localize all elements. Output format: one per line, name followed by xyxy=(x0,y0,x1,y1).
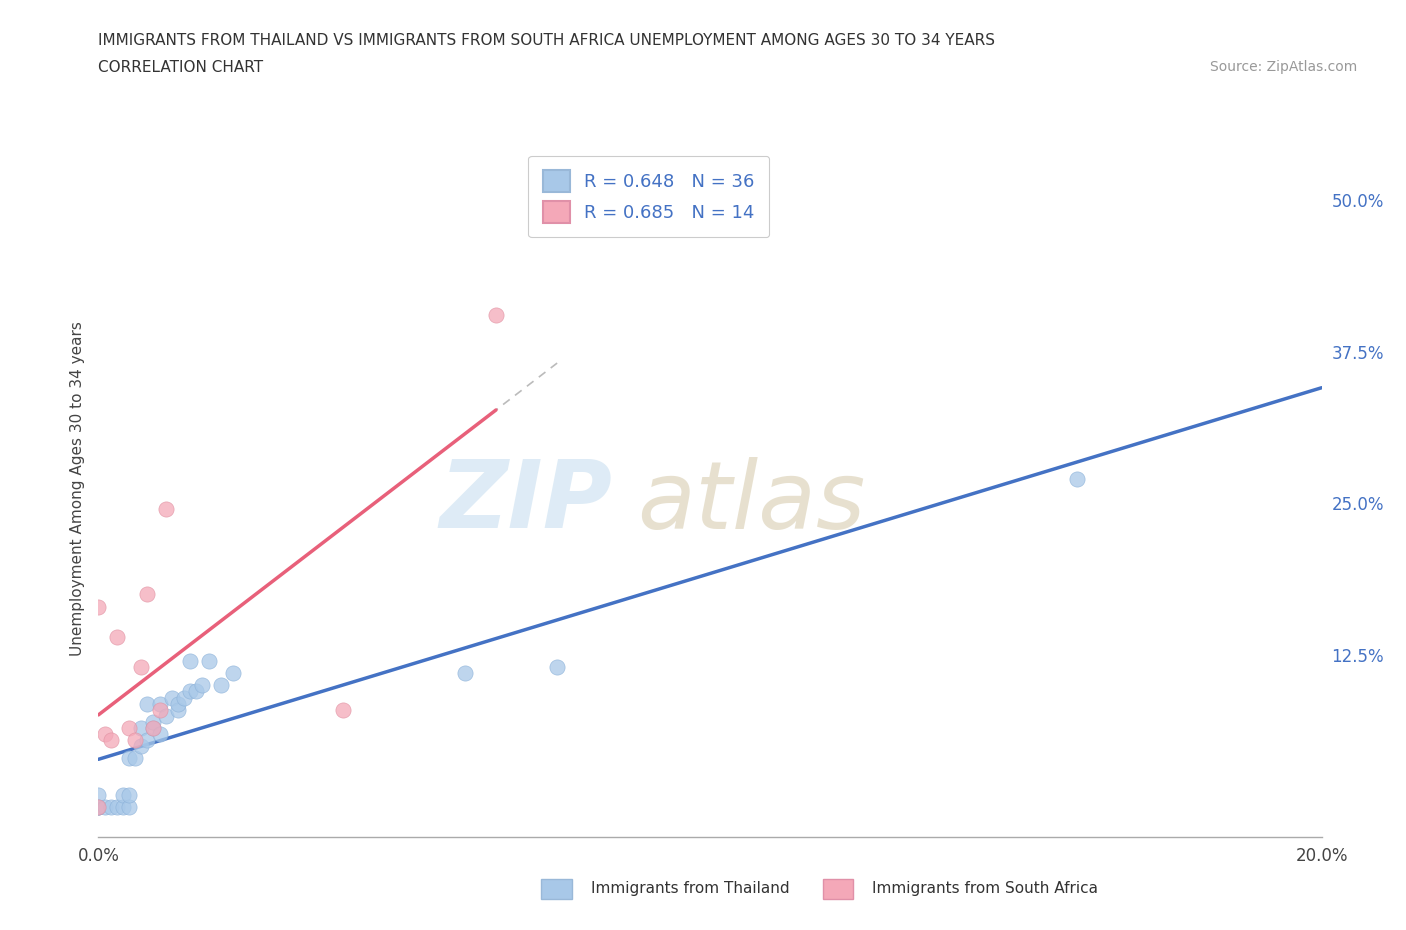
Point xyxy=(222,666,245,681)
Point xyxy=(124,733,146,748)
Point xyxy=(100,733,122,748)
Text: CORRELATION CHART: CORRELATION CHART xyxy=(98,60,263,75)
Point xyxy=(191,678,214,693)
Text: IMMIGRANTS FROM THAILAND VS IMMIGRANTS FROM SOUTH AFRICA UNEMPLOYMENT AMONG AGES: IMMIGRANTS FROM THAILAND VS IMMIGRANTS F… xyxy=(98,33,995,47)
Point xyxy=(118,721,141,736)
Point xyxy=(155,709,177,724)
Point xyxy=(332,702,354,717)
Point xyxy=(93,726,115,741)
Point xyxy=(129,738,152,753)
Point xyxy=(118,799,141,814)
Point xyxy=(142,721,165,736)
Point xyxy=(124,751,146,765)
Text: ZIP: ZIP xyxy=(439,457,612,548)
Point xyxy=(149,702,172,717)
Point xyxy=(485,308,508,323)
Legend: R = 0.648   N = 36, R = 0.685   N = 14: R = 0.648 N = 36, R = 0.685 N = 14 xyxy=(529,155,769,237)
Point xyxy=(546,659,568,674)
Point xyxy=(179,684,201,698)
Point xyxy=(87,599,110,614)
Point xyxy=(111,799,134,814)
Point xyxy=(142,721,165,736)
Point xyxy=(87,799,110,814)
Point xyxy=(118,751,141,765)
Point xyxy=(118,787,141,802)
Point xyxy=(87,799,110,814)
Point xyxy=(87,799,110,814)
Text: Immigrants from Thailand: Immigrants from Thailand xyxy=(591,881,789,896)
Point xyxy=(100,799,122,814)
Point xyxy=(155,502,177,517)
Point xyxy=(209,678,232,693)
Point xyxy=(136,697,159,711)
Point xyxy=(136,587,159,602)
Text: Immigrants from South Africa: Immigrants from South Africa xyxy=(872,881,1098,896)
Point xyxy=(105,799,128,814)
Y-axis label: Unemployment Among Ages 30 to 34 years: Unemployment Among Ages 30 to 34 years xyxy=(69,321,84,656)
Point xyxy=(160,690,183,705)
Point xyxy=(142,714,165,729)
Point xyxy=(167,702,190,717)
Text: Source: ZipAtlas.com: Source: ZipAtlas.com xyxy=(1209,60,1357,74)
Point xyxy=(149,697,172,711)
Point xyxy=(87,799,110,814)
Point xyxy=(129,659,152,674)
Point xyxy=(87,787,110,802)
Point xyxy=(197,654,219,669)
Point xyxy=(167,697,190,711)
Point xyxy=(136,733,159,748)
Point xyxy=(173,690,195,705)
Point xyxy=(105,630,128,644)
Text: atlas: atlas xyxy=(637,457,865,548)
Point xyxy=(111,787,134,802)
Point xyxy=(186,684,208,698)
Point xyxy=(149,726,172,741)
Point xyxy=(1066,472,1088,486)
Point xyxy=(179,654,201,669)
Point xyxy=(93,799,115,814)
Point xyxy=(454,666,477,681)
Point xyxy=(129,721,152,736)
